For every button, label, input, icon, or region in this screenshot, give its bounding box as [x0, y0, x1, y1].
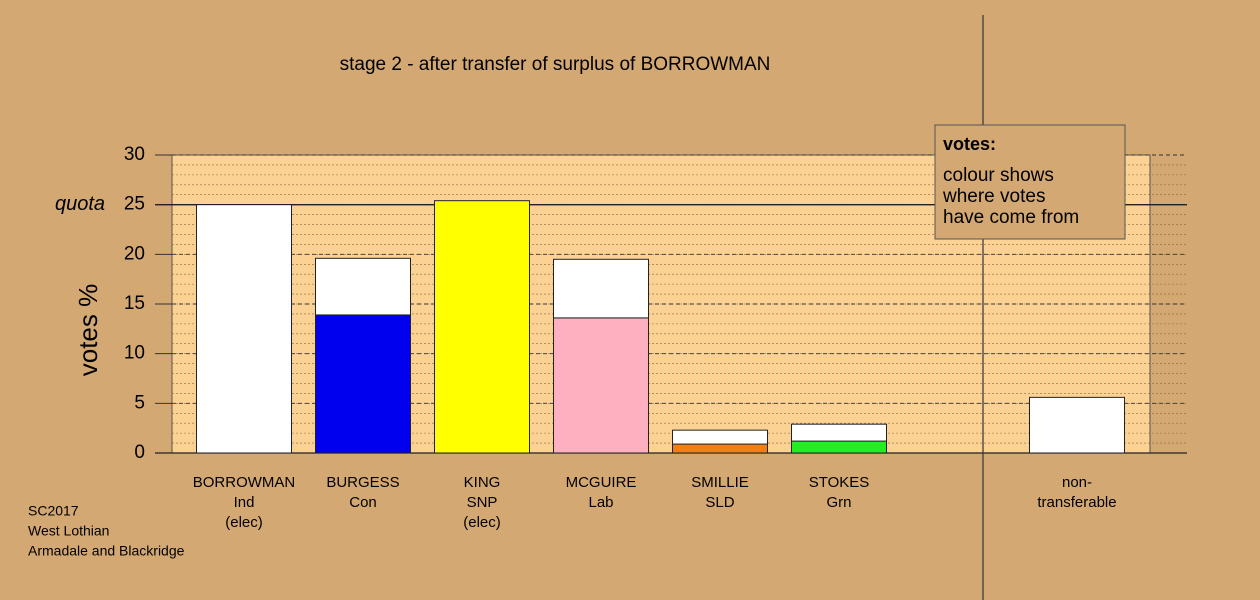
legend-text: colour shows [943, 165, 1054, 186]
footer-text: SC2017 [28, 503, 79, 519]
x-tick-label: KING [464, 474, 501, 491]
footer-text: West Lothian [28, 523, 109, 539]
x-tick-label: Grn [826, 494, 851, 511]
bar-segment [196, 204, 292, 454]
bar-segment [791, 440, 887, 454]
y-tick-label: 0 [134, 442, 145, 463]
chart-title: stage 2 - after transfer of surplus of B… [340, 54, 771, 75]
bar-segment [1029, 396, 1125, 454]
bar-segment [672, 429, 768, 445]
y-tick-label: 15 [124, 293, 145, 314]
x-tick-label: MCGUIRE [566, 474, 637, 491]
x-tick-label: Con [349, 494, 377, 511]
x-tick-label: (elec) [225, 514, 263, 531]
legend-text: where votes [942, 186, 1045, 207]
x-tick-label: SNP [467, 494, 498, 511]
x-tick-label: non- [1062, 474, 1092, 491]
y-tick-label: 30 [124, 144, 145, 165]
x-tick-label: (elec) [463, 514, 501, 531]
quota-label: quota [55, 193, 105, 215]
x-tick-label: BURGESS [326, 474, 399, 491]
x-tick-label: BORROWMAN [193, 474, 296, 491]
legend-text: votes: [943, 134, 996, 154]
bar-segment [553, 317, 649, 454]
x-tick-label: SMILLIE [691, 474, 749, 491]
y-tick-label: 20 [124, 243, 145, 264]
legend-frame [934, 124, 1126, 240]
bar-segment [553, 258, 649, 319]
bars [196, 200, 1125, 454]
y-axis-label: votes % [73, 284, 103, 377]
y-tick-label: 10 [124, 343, 145, 364]
bar-segment [672, 443, 768, 454]
x-tick-label: STOKES [809, 474, 870, 491]
legend-box: votes: colour shows where votes have com… [934, 124, 1126, 240]
bar-segment [315, 314, 411, 454]
y-tick-label: 5 [134, 392, 145, 413]
bar-segment [791, 423, 887, 442]
x-tick-label: SLD [705, 494, 734, 511]
bar-segment [434, 200, 530, 454]
footer-text: Armadale and Blackridge [28, 543, 185, 559]
legend-text: have come from [943, 207, 1079, 228]
x-tick-label: Ind [234, 494, 255, 511]
x-tick-label: Lab [588, 494, 613, 511]
bar-segment [315, 257, 411, 316]
x-tick-label: transferable [1037, 494, 1116, 511]
y-tick-label: 25 [124, 194, 145, 215]
